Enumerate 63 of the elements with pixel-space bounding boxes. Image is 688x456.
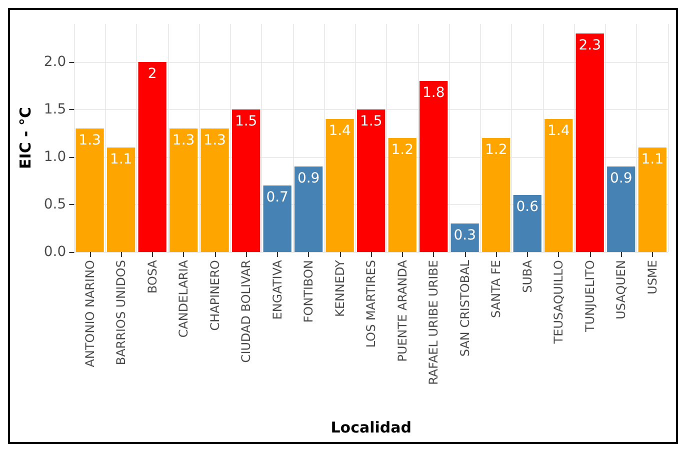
bar: [513, 195, 542, 252]
x-tick-label: USME: [645, 260, 660, 294]
data-label: 1.3: [204, 132, 226, 148]
data-label: 0.7: [266, 190, 288, 206]
bar: [106, 148, 136, 252]
x-tick-label: ENGATIVA: [270, 259, 284, 320]
bar: [420, 81, 448, 252]
data-label: 1.5: [360, 114, 382, 130]
data-label: 1.8: [422, 85, 445, 101]
data-label: 1.3: [172, 132, 195, 148]
x-tick-label: KENNEDY: [332, 259, 347, 317]
x-tick-label: CHAPINERO: [208, 260, 222, 331]
data-label: 1.1: [641, 152, 664, 168]
data-label: 1.3: [78, 132, 101, 148]
bar: [326, 119, 354, 252]
data-label: 1.4: [328, 123, 352, 139]
data-label: 0.9: [610, 170, 632, 186]
bar: [607, 166, 636, 252]
bar: [232, 110, 260, 252]
data-label: 1.5: [234, 114, 258, 130]
x-tick-label: TEUSAQUILLO: [552, 260, 566, 345]
data-label: 2.3: [578, 38, 601, 54]
bar: [638, 148, 666, 252]
x-tick-label: FONTIBON: [302, 260, 316, 323]
bar: [263, 186, 292, 252]
data-label: 1.2: [484, 142, 508, 158]
y-tick-label: 0.0: [44, 244, 66, 260]
bar: [169, 128, 198, 252]
x-tick-label: SUBA: [520, 259, 534, 293]
bar: [388, 138, 416, 252]
bar: [76, 128, 104, 252]
x-tick-label: PUENTE ARANDA: [395, 259, 410, 362]
x-tick-label: BOSA: [145, 259, 160, 294]
x-tick-label: USAQUEN: [614, 260, 628, 320]
bar: [294, 166, 323, 252]
x-tick-label: TUNJUELITO: [582, 260, 597, 333]
bar: [544, 119, 573, 252]
x-tick-label: CANDELARIA: [176, 259, 191, 338]
data-label: 1.1: [110, 152, 132, 168]
bar: [138, 62, 166, 252]
y-tick-label: 0.5: [44, 196, 66, 212]
y-tick-label: 1.0: [44, 149, 66, 165]
x-tick-label: ANTONIO NARINO: [82, 260, 97, 368]
data-label: 0.6: [516, 199, 539, 215]
x-tick-label: SANTA FE: [489, 260, 504, 318]
data-label: 1.4: [547, 123, 570, 139]
data-label: 0.3: [454, 228, 476, 244]
x-tick-label: LOS MARTIRES: [364, 260, 378, 348]
y-axis-title: EIC - °C: [16, 106, 34, 170]
data-label: 0.9: [297, 170, 320, 186]
bar: [482, 138, 510, 252]
data-label: 2: [148, 66, 157, 82]
x-tick-label: CIUDAD BOLIVAR: [239, 260, 254, 363]
x-tick-label: RAFAEL URIBE URIBE: [426, 260, 441, 385]
x-axis-title: Localidad: [330, 418, 412, 436]
y-tick-label: 2.0: [44, 54, 66, 70]
data-label: 1.2: [391, 142, 414, 158]
bar: [200, 128, 229, 252]
bar: [576, 34, 604, 252]
x-tick-label: SAN CRISTOBAL: [458, 260, 472, 357]
bar: [357, 110, 386, 252]
x-tick-label: BARRIOS UNIDOS: [114, 260, 128, 366]
y-tick-label: 1.5: [44, 102, 66, 118]
